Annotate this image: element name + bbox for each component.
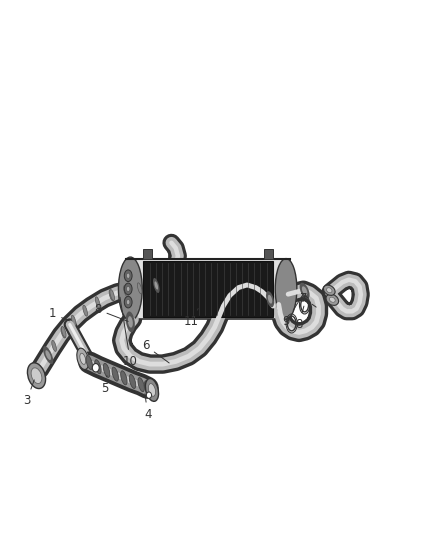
- Ellipse shape: [327, 288, 332, 293]
- Ellipse shape: [138, 283, 142, 294]
- Ellipse shape: [127, 286, 130, 292]
- Ellipse shape: [326, 294, 339, 305]
- Ellipse shape: [109, 290, 114, 301]
- Ellipse shape: [300, 282, 310, 299]
- Text: 9: 9: [282, 294, 303, 328]
- Ellipse shape: [323, 285, 335, 295]
- Text: 6: 6: [142, 339, 169, 363]
- Text: 7: 7: [300, 292, 316, 307]
- Ellipse shape: [127, 273, 130, 278]
- Bar: [126, 259, 290, 319]
- Text: 5: 5: [101, 376, 108, 395]
- Text: 8: 8: [295, 306, 304, 331]
- Ellipse shape: [118, 257, 142, 321]
- Text: 8: 8: [94, 303, 128, 321]
- Ellipse shape: [145, 378, 159, 401]
- Ellipse shape: [31, 368, 42, 384]
- Ellipse shape: [61, 326, 66, 337]
- Ellipse shape: [127, 300, 130, 305]
- Ellipse shape: [126, 311, 135, 332]
- Text: 4: 4: [144, 394, 152, 421]
- Ellipse shape: [266, 291, 274, 307]
- Ellipse shape: [155, 281, 158, 289]
- Ellipse shape: [124, 270, 132, 281]
- Ellipse shape: [329, 297, 335, 302]
- Ellipse shape: [153, 278, 159, 293]
- Ellipse shape: [138, 377, 145, 392]
- Ellipse shape: [77, 348, 89, 369]
- Ellipse shape: [80, 353, 86, 365]
- Ellipse shape: [43, 346, 53, 364]
- Ellipse shape: [83, 305, 88, 316]
- Ellipse shape: [275, 259, 297, 319]
- Ellipse shape: [124, 296, 132, 308]
- Ellipse shape: [128, 316, 133, 328]
- Circle shape: [146, 392, 152, 398]
- Bar: [143, 261, 273, 317]
- Ellipse shape: [302, 286, 307, 295]
- Bar: [265, 249, 273, 259]
- Ellipse shape: [95, 360, 101, 374]
- Ellipse shape: [120, 371, 127, 385]
- Bar: [143, 249, 152, 259]
- Text: 1: 1: [49, 308, 69, 321]
- Circle shape: [92, 364, 99, 372]
- Ellipse shape: [61, 327, 66, 338]
- Ellipse shape: [52, 341, 57, 351]
- Ellipse shape: [124, 286, 128, 297]
- Ellipse shape: [124, 283, 132, 295]
- Ellipse shape: [145, 381, 151, 395]
- Text: 3: 3: [23, 380, 34, 408]
- Ellipse shape: [46, 350, 51, 360]
- Ellipse shape: [71, 315, 76, 326]
- Ellipse shape: [95, 297, 100, 308]
- Text: 10: 10: [120, 297, 138, 368]
- Text: 11: 11: [184, 309, 198, 328]
- Ellipse shape: [86, 356, 92, 369]
- Ellipse shape: [28, 363, 46, 389]
- Ellipse shape: [268, 295, 272, 304]
- Ellipse shape: [110, 289, 114, 301]
- Ellipse shape: [103, 364, 110, 377]
- Ellipse shape: [129, 375, 136, 389]
- Ellipse shape: [112, 367, 118, 381]
- Ellipse shape: [148, 384, 155, 396]
